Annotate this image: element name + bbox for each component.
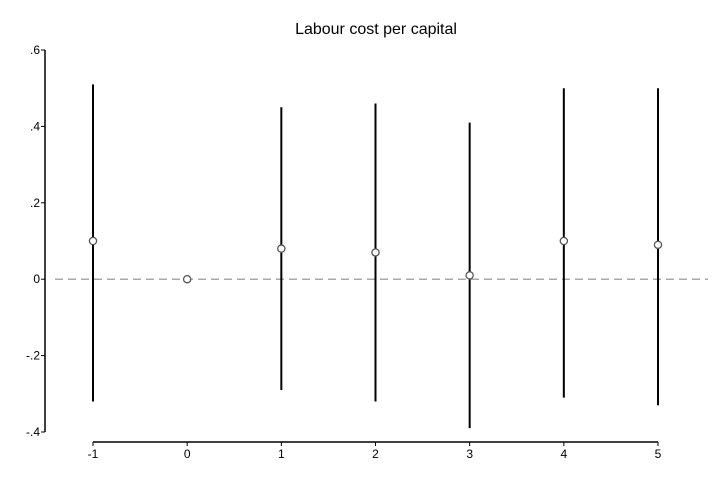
y-tick-label: -.2: [26, 349, 40, 363]
plot-area: .6 .4 .2 0 -.2 -.4 -1 0 1 2 3 4 5: [26, 43, 708, 461]
x-tick-label: 5: [655, 447, 662, 461]
x-tick-label: -1: [88, 447, 99, 461]
point-estimate: [465, 271, 474, 280]
point-estimate: [371, 248, 380, 257]
y-tick-label: .2: [30, 196, 40, 210]
x-tick-label: 0: [184, 447, 191, 461]
point-estimate: [653, 240, 663, 250]
x-tick-label: 4: [560, 447, 567, 461]
chart-title: Labour cost per capital: [295, 21, 457, 38]
x-tick-label: 3: [466, 447, 473, 461]
y-tick-label: .6: [30, 43, 40, 57]
y-tick-label: -.4: [26, 425, 40, 439]
y-tick-label: .4: [30, 119, 40, 133]
point-estimate: [88, 236, 98, 246]
x-tick-label: 1: [278, 447, 285, 461]
point-estimate: [182, 274, 192, 284]
point-estimate: [277, 244, 286, 253]
point-estimate: [559, 236, 569, 246]
x-tick-label: 2: [372, 447, 379, 461]
y-tick-label: 0: [33, 272, 40, 286]
